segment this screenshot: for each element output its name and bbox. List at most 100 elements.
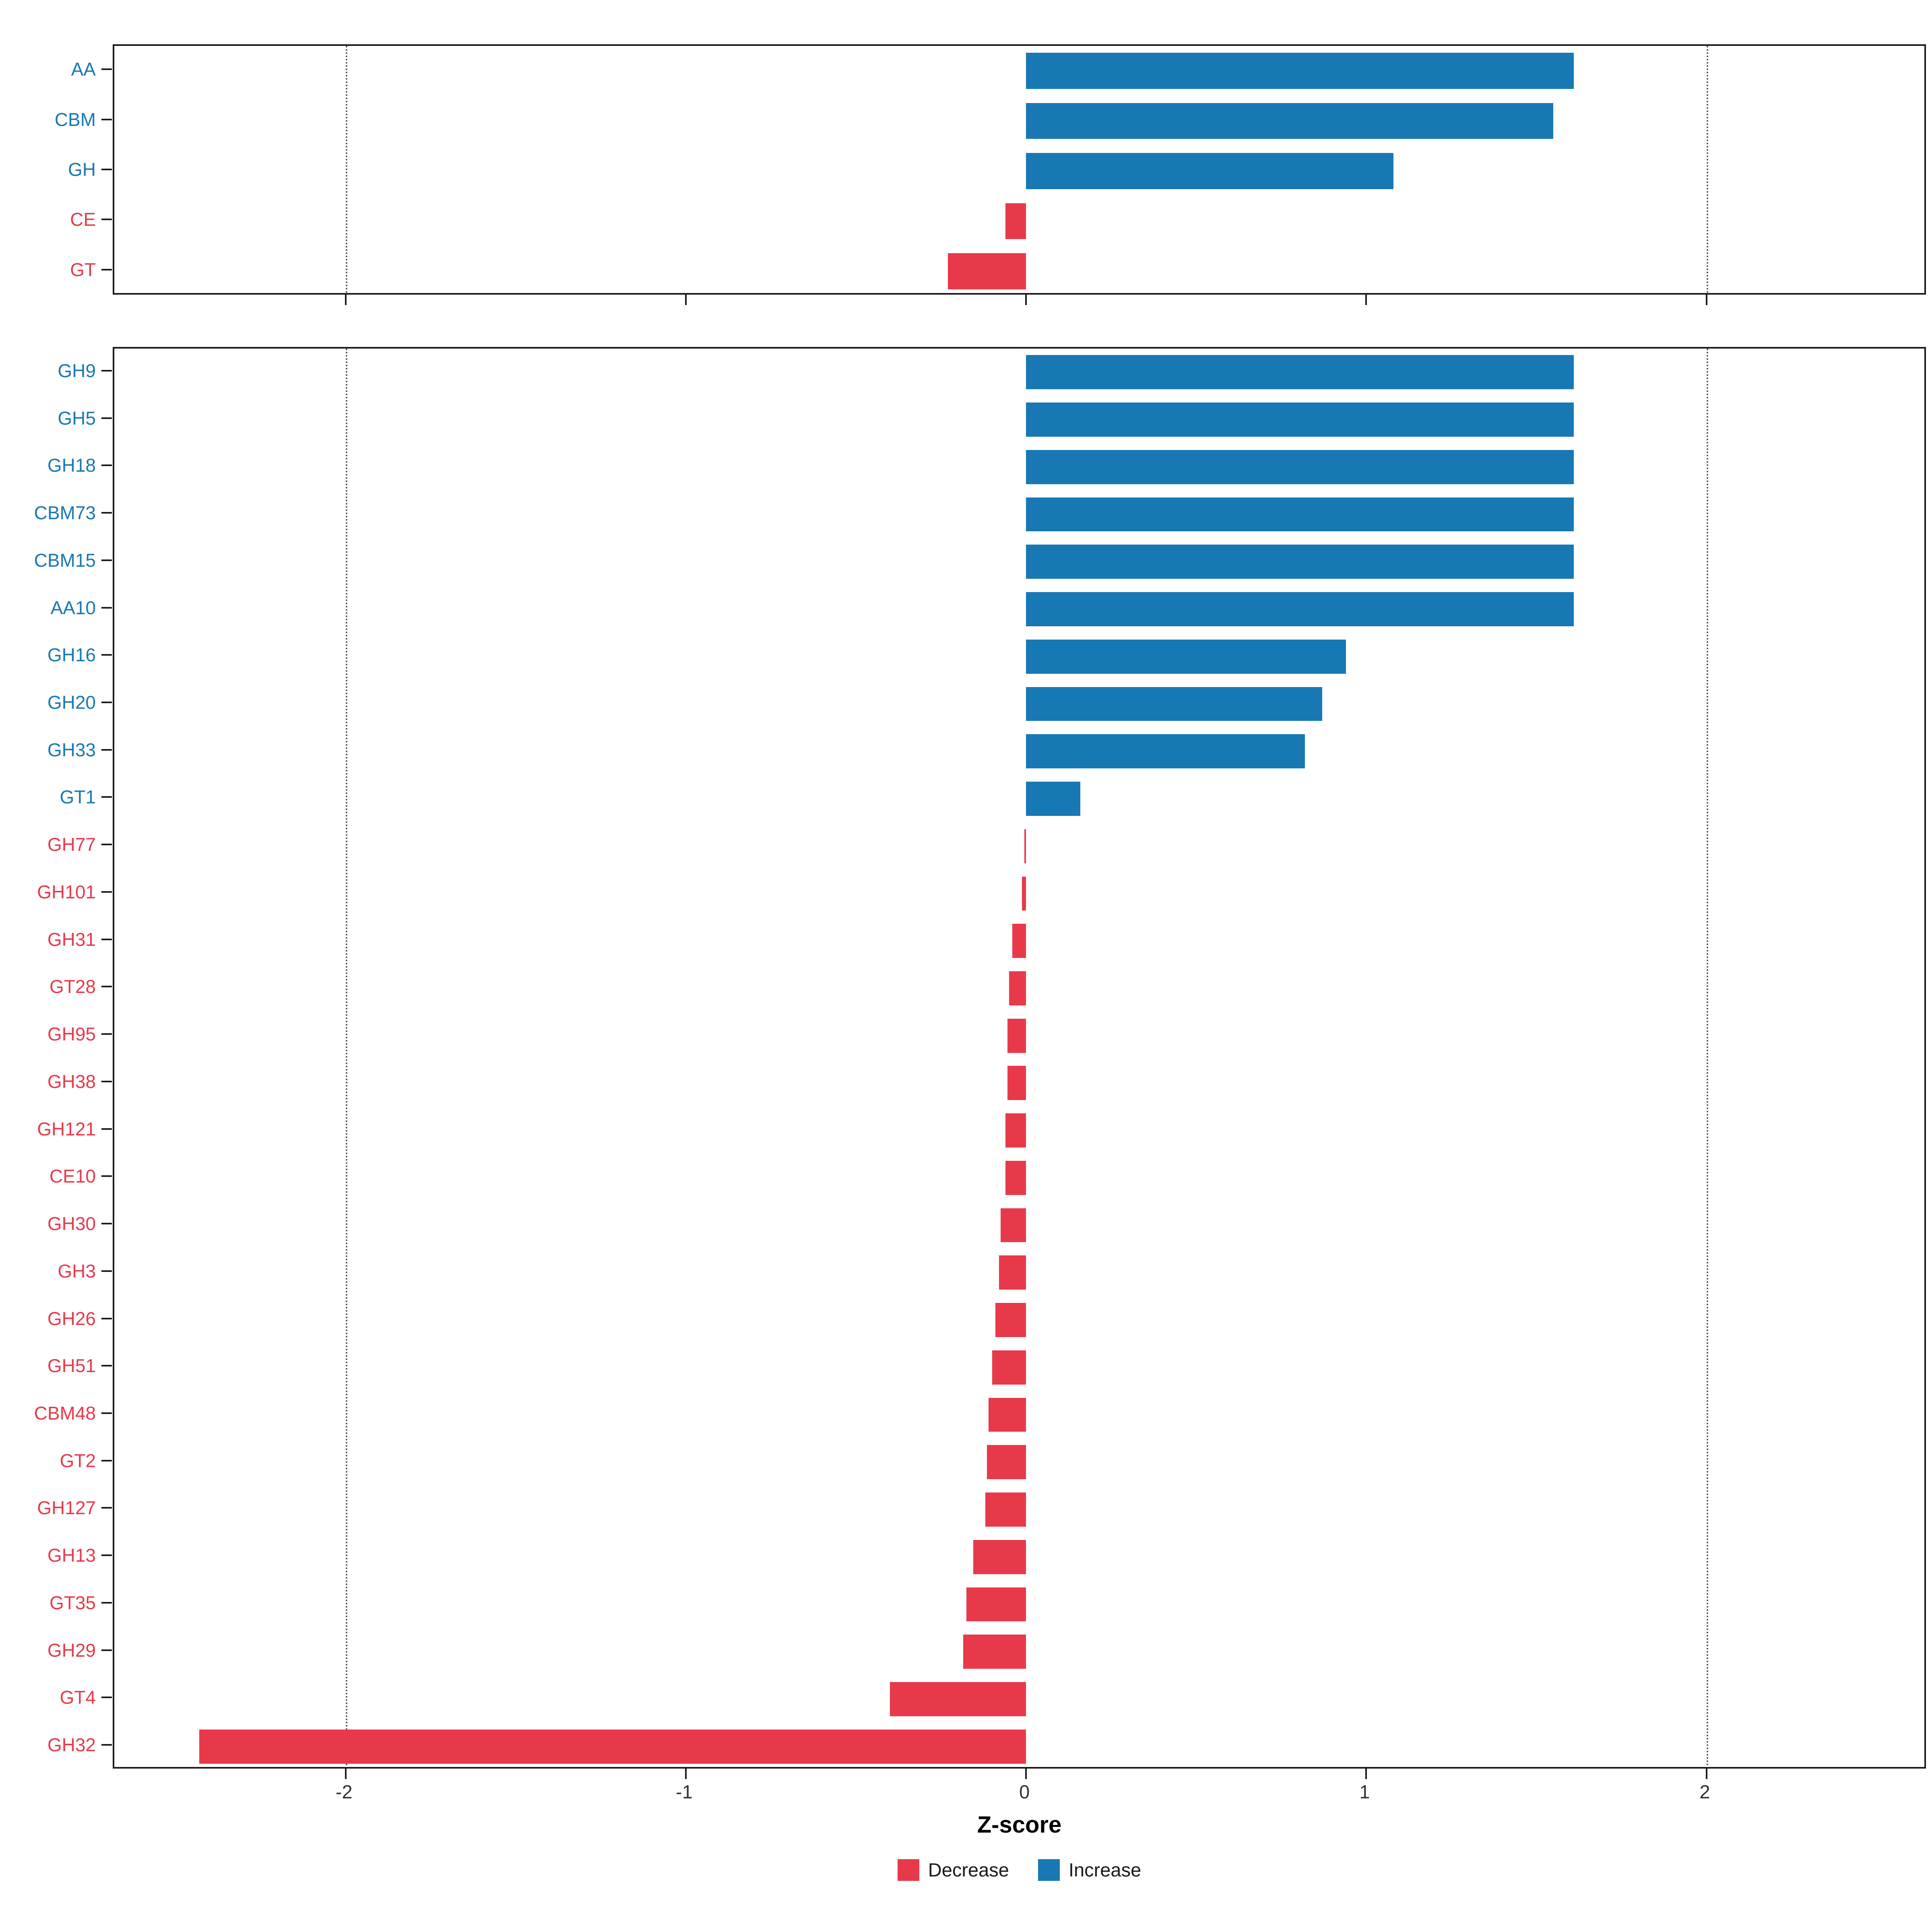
x-tick-label: -2 [335, 1781, 353, 1802]
bar-GH [1026, 153, 1393, 189]
x-tick-mark [1705, 1769, 1707, 1779]
y-label-GH32: GH32 [47, 1734, 96, 1756]
bar-CE [1005, 203, 1026, 239]
bar-GH5 [1026, 402, 1574, 437]
y-label-GH33: GH33 [47, 739, 96, 760]
bar-GT4 [890, 1682, 1026, 1716]
gridline-x--2 [345, 46, 347, 293]
y-tick-mark [101, 1080, 112, 1082]
bar-GH31 [1012, 924, 1026, 958]
bar-GH95 [1007, 1018, 1026, 1053]
y-label-CBM73: CBM73 [34, 502, 96, 524]
y-label-AA10: AA10 [50, 597, 96, 618]
y-tick-mark [101, 1602, 112, 1604]
y-tick-mark [101, 654, 112, 656]
bar-AA [1026, 53, 1574, 89]
bar-GH101 [1022, 876, 1026, 911]
x-tick-mark [1025, 1769, 1027, 1779]
y-tick-mark [101, 369, 112, 372]
y-label-CBM15: CBM15 [34, 549, 96, 571]
legend-label-decrease: Decrease [928, 1859, 1009, 1880]
y-label-GT2: GT2 [60, 1450, 96, 1471]
x-tick-mark [1365, 1769, 1367, 1779]
y-label-GH121: GH121 [37, 1118, 96, 1139]
bar-GH32 [199, 1729, 1026, 1764]
gridline-x-2 [1706, 46, 1708, 293]
x-axis-title: Z-score [977, 1812, 1062, 1838]
x-tick-label: 0 [1019, 1781, 1030, 1802]
y-tick-mark [101, 1744, 112, 1746]
bar-GH38 [1007, 1066, 1026, 1100]
bar-GH13 [973, 1540, 1026, 1574]
y-label-GT: GT [70, 259, 96, 280]
bar-CBM48 [989, 1397, 1026, 1432]
bar-GT35 [966, 1587, 1026, 1622]
y-tick-mark [101, 1554, 112, 1556]
y-label-GH9: GH9 [58, 360, 96, 381]
y-tick-mark [101, 1175, 112, 1177]
y-tick-mark [101, 464, 112, 466]
y-tick-mark [101, 268, 112, 270]
x-tick-mark [345, 1769, 347, 1779]
x-tick-mark [1365, 295, 1367, 305]
y-label-GT28: GT28 [49, 976, 96, 997]
bar-CE10 [1005, 1160, 1026, 1195]
bar-GH51 [992, 1350, 1026, 1385]
x-axis: -2 -1 0 1 2 [0, 1781, 1932, 1809]
y-tick-mark [101, 512, 112, 514]
y-label-CE: CE [70, 209, 96, 230]
x-tick-mark [345, 295, 347, 305]
y-tick-mark [101, 68, 112, 70]
y-label-GH77: GH77 [47, 834, 96, 855]
bar-GH33 [1026, 734, 1305, 769]
bar-GT2 [987, 1445, 1026, 1480]
y-tick-mark [101, 1412, 112, 1414]
y-label-GH51: GH51 [47, 1355, 96, 1377]
class-zscore-panel [113, 44, 1926, 305]
y-tick-mark [101, 844, 112, 846]
y-label-GT1: GT1 [60, 786, 96, 808]
y-label-GH5: GH5 [58, 407, 96, 429]
y-tick-mark [101, 1270, 112, 1272]
y-tick-mark [101, 1128, 112, 1130]
y-tick-mark [101, 986, 112, 988]
bar-GT1 [1026, 782, 1081, 816]
y-tick-mark [101, 796, 112, 798]
bar-GH20 [1026, 687, 1322, 721]
y-label-CBM: CBM [54, 109, 96, 130]
y-label-GH20: GH20 [47, 692, 96, 713]
y-label-GH16: GH16 [47, 644, 96, 666]
legend-item-increase: Increase [1038, 1859, 1141, 1881]
bar-CBM [1026, 103, 1554, 139]
y-tick-mark [101, 1033, 112, 1035]
legend: Decrease Increase [113, 1859, 1926, 1881]
y-label-GH29: GH29 [47, 1639, 96, 1661]
increase-color-swatch [1038, 1859, 1060, 1881]
y-tick-mark [101, 169, 112, 170]
bar-GH29 [963, 1635, 1026, 1669]
y-label-GT35: GT35 [49, 1592, 96, 1613]
y-label-GH101: GH101 [37, 881, 96, 902]
x-tick-label: 2 [1699, 1781, 1710, 1802]
y-tick-mark [101, 1507, 112, 1509]
y-tick-mark [101, 559, 112, 561]
bar-GH18 [1026, 450, 1574, 484]
bar-GH30 [1000, 1208, 1026, 1243]
bar-CBM15 [1026, 545, 1574, 579]
decrease-color-swatch [897, 1859, 919, 1881]
y-label-GH18: GH18 [47, 455, 96, 476]
y-label-GH: GH [68, 159, 96, 180]
bar-GH16 [1026, 639, 1346, 674]
y-tick-mark [101, 1697, 112, 1699]
y-tick-mark [101, 749, 112, 751]
y-tick-mark [101, 891, 112, 893]
y-label-AA: AA [71, 59, 96, 80]
y-tick-mark [101, 1459, 112, 1461]
y-tick-mark [101, 1649, 112, 1651]
y-label-GH38: GH38 [47, 1071, 96, 1092]
y-tick-mark [101, 702, 112, 703]
bar-AA10 [1026, 592, 1574, 626]
y-label-CE10: CE10 [49, 1166, 96, 1187]
bar-GH3 [999, 1255, 1026, 1290]
y-label-GH127: GH127 [37, 1497, 96, 1519]
